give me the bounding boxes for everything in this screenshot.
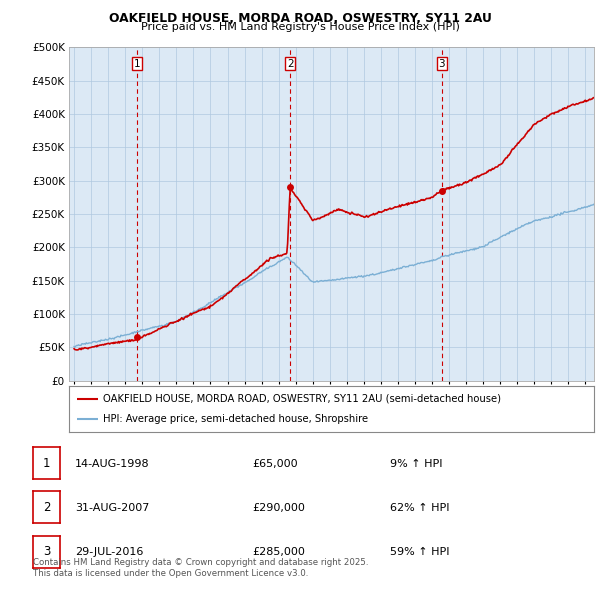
Text: 2: 2 bbox=[43, 501, 50, 514]
Text: £65,000: £65,000 bbox=[252, 459, 298, 468]
Text: 9% ↑ HPI: 9% ↑ HPI bbox=[390, 459, 443, 468]
Text: 3: 3 bbox=[43, 545, 50, 558]
Text: 14-AUG-1998: 14-AUG-1998 bbox=[75, 459, 149, 468]
Text: 62% ↑ HPI: 62% ↑ HPI bbox=[390, 503, 449, 513]
Text: Contains HM Land Registry data © Crown copyright and database right 2025.
This d: Contains HM Land Registry data © Crown c… bbox=[33, 558, 368, 578]
Text: 59% ↑ HPI: 59% ↑ HPI bbox=[390, 548, 449, 557]
Text: Price paid vs. HM Land Registry's House Price Index (HPI): Price paid vs. HM Land Registry's House … bbox=[140, 22, 460, 32]
Text: 2: 2 bbox=[287, 58, 293, 68]
Text: 1: 1 bbox=[43, 457, 50, 470]
Text: £290,000: £290,000 bbox=[252, 503, 305, 513]
Text: 29-JUL-2016: 29-JUL-2016 bbox=[75, 548, 143, 557]
Text: HPI: Average price, semi-detached house, Shropshire: HPI: Average price, semi-detached house,… bbox=[103, 414, 368, 424]
Text: 1: 1 bbox=[134, 58, 140, 68]
Text: OAKFIELD HOUSE, MORDA ROAD, OSWESTRY, SY11 2AU (semi-detached house): OAKFIELD HOUSE, MORDA ROAD, OSWESTRY, SY… bbox=[103, 394, 501, 404]
Text: £285,000: £285,000 bbox=[252, 548, 305, 557]
Text: OAKFIELD HOUSE, MORDA ROAD, OSWESTRY, SY11 2AU: OAKFIELD HOUSE, MORDA ROAD, OSWESTRY, SY… bbox=[109, 12, 491, 25]
Text: 3: 3 bbox=[439, 58, 445, 68]
Text: 31-AUG-2007: 31-AUG-2007 bbox=[75, 503, 149, 513]
